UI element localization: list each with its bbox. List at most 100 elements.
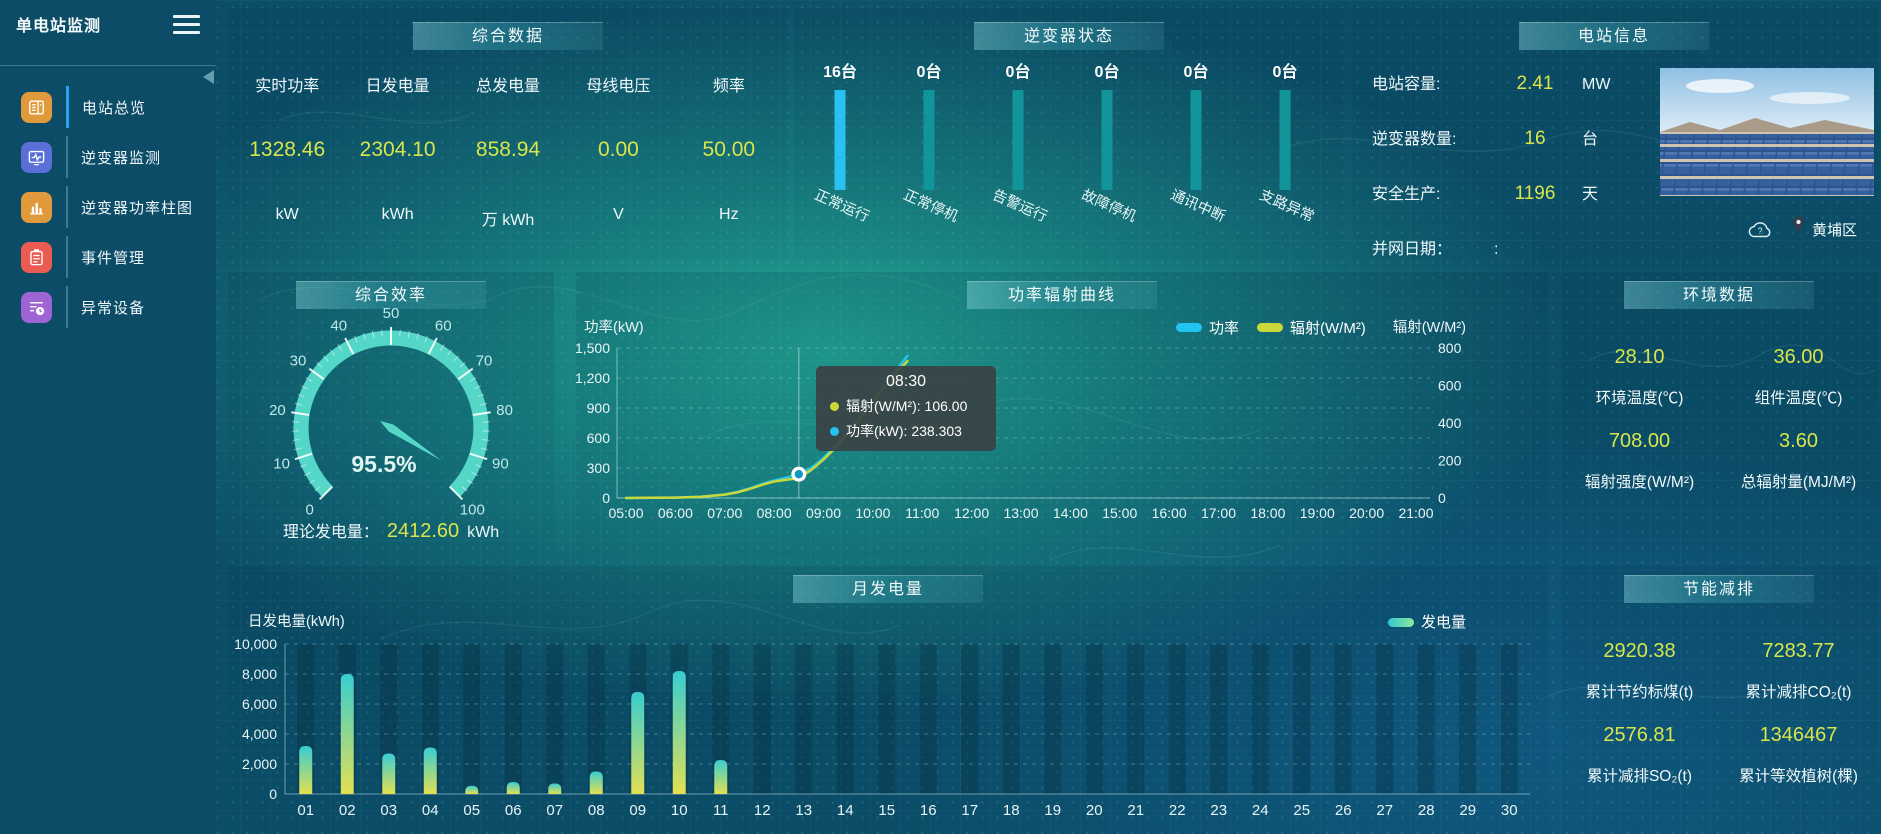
gauge-minor-tick [292,439,300,441]
sidebar-collapse-arrow[interactable] [203,70,214,84]
inverter-status-chart[interactable]: 16台 正常运行 0台 正常停机 0台 告警运行 0台 故障停机 0台 通讯中断 0台 支路异常 [794,8,1344,260]
x-tick: 11:00 [905,505,939,521]
active-indicator [66,86,69,128]
co2-reduced-label: 累计减排CO₂(t) [1745,684,1852,701]
y-tick-left: 1,200 [576,370,610,386]
bar-day-02[interactable] [340,674,354,794]
x-tick: 26 [1335,802,1352,819]
bar-shadow-band [878,644,896,794]
metric-frequency: 频率 50.00 Hz [702,78,756,223]
sidebar-item-station-overview[interactable]: 电站总览 [0,82,216,132]
inverter-status-bar[interactable] [1101,90,1113,190]
inverter-status-bar[interactable] [1279,90,1291,190]
bar-day-08[interactable] [589,771,603,795]
panel-title: 月发电量 [793,575,983,603]
sidebar-item-inverter-power-chart[interactable]: 逆变器功率柱图 [0,182,216,232]
inverter-count-label: 0台 [917,62,942,81]
efficiency-gauge-chart[interactable]: 0 10 20 30 40 50 60 70 80 90 100 95.5% [228,302,554,522]
gauge-minor-tick [362,332,366,340]
x-tick: 16 [920,802,937,819]
gauge-minor-tick [479,402,488,406]
legend-swatch[interactable] [1257,323,1283,332]
event-management-icon [21,241,52,273]
legend-label: 功率 [1209,320,1239,337]
x-tick: 01 [297,802,314,819]
metric-total-energy: 总发电量 858.94 万 kWh [475,78,541,229]
bar-day-01[interactable] [299,746,313,794]
bar-shadow-band [1002,644,1020,794]
gauge-minor-tick [477,393,485,398]
efficiency-gauge-svg: 0 10 20 30 40 50 60 70 80 90 100 95.5% [269,305,513,518]
sidebar-item-label: 逆变器监测 [81,149,162,167]
hover-marker-inner [794,469,804,479]
app-title: 单电站监测 [16,18,102,35]
x-tick: 21:00 [1398,505,1433,521]
bar-shadow-band [463,644,481,794]
bar-day-04[interactable] [423,747,437,795]
x-tick: 17 [961,802,978,819]
bar-shadow-band [1376,644,1394,794]
location-pin-icon[interactable] [1791,215,1806,239]
panel-title: 逆变器状态 [974,22,1164,50]
gauge-tick-label: 10 [273,456,290,473]
gauge-minor-tick [371,330,375,338]
bar-shadow-band [587,644,605,794]
bar-day-06[interactable] [506,782,520,794]
panel-station-info: 电站信息 电站容量: 2.41 MW 逆变器数量: 16 台 安全生产: 119… [1350,8,1878,260]
inverter-power-chart-icon [21,191,52,223]
power-radiation-chart[interactable]: 0 300 600 900 1,200 1,500 0 200 400 600 800 05:00 06… [575,272,1548,556]
bar-day-05[interactable] [465,785,479,794]
gauge-minor-tick [466,479,474,485]
x-tick: 09:00 [806,505,841,521]
sidebar-item-abnormal-device[interactable]: 异常设备 [0,282,216,332]
abnormal-device-icon [21,291,52,323]
inverter-status-category: 告警运行 [990,186,1050,225]
gauge-major-tick [457,367,474,381]
inverter-status-bar[interactable] [1012,90,1024,190]
legend-swatch[interactable] [1176,323,1202,332]
inverter-count-row: 逆变器数量: 16 台 [1372,128,1599,149]
x-tick: 10:00 [855,505,890,521]
x-tick: 13:00 [1003,505,1038,521]
monthly-energy-chart[interactable]: 0 2,000 4,000 6,000 8,000 10,000 01 02 03 04 05 06 0… [228,566,1548,834]
bar-shadow-band [1127,644,1145,794]
left-axis-title: 功率(kW) [584,319,644,336]
bar-day-03[interactable] [382,753,396,795]
x-tick: 19 [1044,802,1061,819]
bar-shadow-band [836,644,854,794]
panel-summary: 综合数据 实时功率 1328.46 kW 日发电量 2304.10 kWh 总发… [228,8,788,260]
bar-day-09[interactable] [631,692,645,794]
y-tick-left: 0 [602,490,610,506]
inverter-status-bar[interactable] [1190,90,1202,190]
bar-day-07[interactable] [548,783,562,795]
gauge-major-tick [318,485,334,501]
co2-reduced-value: 7283.77 [1762,640,1835,662]
panel-title: 电站信息 [1519,22,1709,50]
inverter-status-category: 通讯中断 [1168,186,1228,225]
menu-toggle-icon[interactable] [173,15,200,65]
sidebar-item-inverter-monitor[interactable]: 逆变器监测 [0,132,216,182]
inverter-status-bar[interactable] [923,90,935,190]
panel-efficiency: 综合效率 0 10 20 30 40 50 60 70 80 90 100 95.5% 理论发电量： 2… [228,272,554,556]
gauge-value-label: 95.5% [351,451,416,477]
coal-saved-value: 2920.38 [1603,640,1676,662]
y-tick: 10,000 [234,636,277,652]
sidebar-item-event-management[interactable]: 事件管理 [0,232,216,282]
weather-icon[interactable]: ? [1746,220,1774,245]
gauge-tick-label: 0 [306,501,314,518]
sidebar-item-label: 异常设备 [81,299,146,317]
gauge-tick-label: 100 [460,501,485,518]
so2-reduced-label: 累计减排SO₂(t) [1586,768,1693,785]
total-radiation-label: 总辐射量(MJ/M²) [1740,474,1857,491]
bar-day-11[interactable] [714,759,728,794]
inverter-status-bar[interactable] [834,90,846,190]
gauge-minor-tick [439,344,445,351]
x-tick: 21 [1127,802,1144,819]
sidebar-menu: 电站总览 逆变器监测 逆变器功率柱图 事 [0,82,216,332]
bar-day-10[interactable] [672,671,686,794]
x-tick: 23 [1210,802,1227,819]
x-tick: 19:00 [1300,505,1335,521]
legend-swatch[interactable] [1388,618,1414,627]
gauge-minor-tick [446,349,453,356]
x-tick: 09 [629,802,646,819]
